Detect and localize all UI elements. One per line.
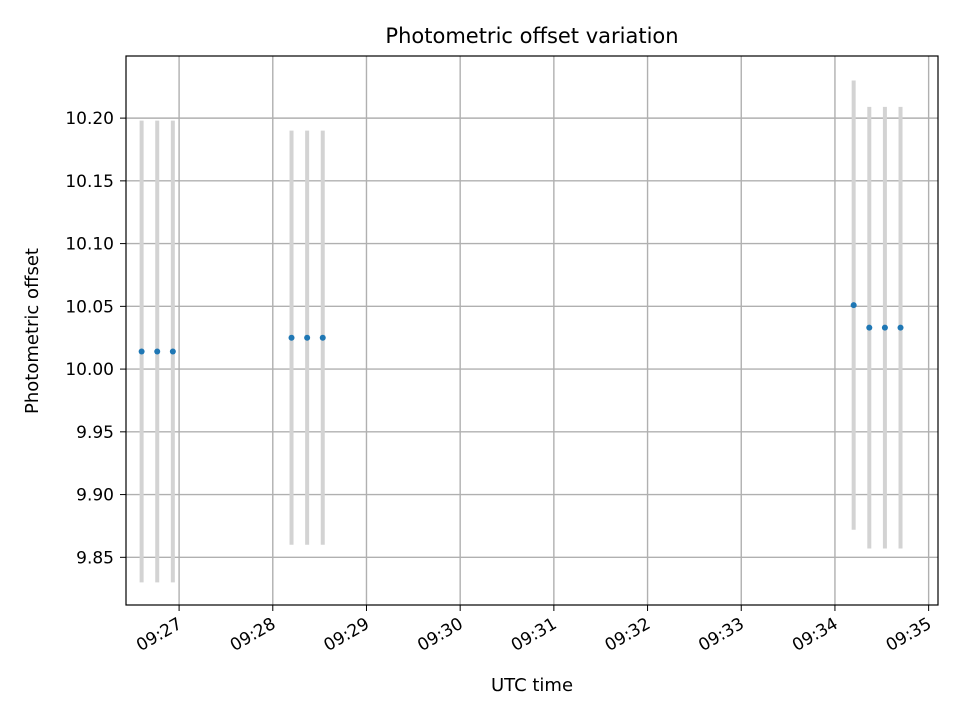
data-point xyxy=(138,348,145,355)
x-tick-label: 09:33 xyxy=(695,614,747,656)
y-tick-label: 10.00 xyxy=(65,360,114,380)
x-axis-label: UTC time xyxy=(491,675,573,696)
y-tick-label: 9.95 xyxy=(76,423,114,443)
data-points xyxy=(138,302,904,355)
grid xyxy=(126,56,938,605)
x-tick-label: 09:28 xyxy=(227,614,279,656)
x-tick-label: 09:31 xyxy=(508,614,560,656)
data-point xyxy=(866,324,873,331)
data-point xyxy=(850,302,857,309)
data-point xyxy=(304,334,311,341)
x-axis-ticks: 09:27 09:28 09:29 09:30 09:31 09:32 09:33 09:34… xyxy=(133,605,935,656)
y-tick-label: 10.05 xyxy=(65,297,114,317)
y-axis-label: Photometric offset xyxy=(22,248,43,414)
y-tick-label: 9.85 xyxy=(76,548,114,568)
data-point xyxy=(881,324,888,331)
plot-frame xyxy=(125,55,939,606)
data-point xyxy=(288,334,295,341)
x-tick-label: 09:32 xyxy=(602,614,654,656)
y-tick-label: 10.10 xyxy=(65,235,114,255)
y-tick-label: 9.90 xyxy=(76,486,114,506)
data-point xyxy=(897,324,904,331)
x-tick-label: 09:35 xyxy=(883,614,935,656)
x-tick-label: 09:29 xyxy=(321,614,373,656)
error-bars xyxy=(139,80,903,583)
data-point xyxy=(319,334,326,341)
x-tick-label: 09:27 xyxy=(133,614,185,656)
y-axis-ticks: 9.85 9.90 9.95 10.00 10.05 10.10 10.15 10.20 xyxy=(65,109,126,568)
y-tick-label: 10.15 xyxy=(65,172,114,192)
x-tick-label: 09:34 xyxy=(789,614,841,656)
chart-title: Photometric offset variation xyxy=(385,24,678,48)
x-tick-label: 09:30 xyxy=(414,614,466,656)
data-point xyxy=(169,348,176,355)
data-point xyxy=(154,348,161,355)
y-tick-label: 10.20 xyxy=(65,109,114,129)
